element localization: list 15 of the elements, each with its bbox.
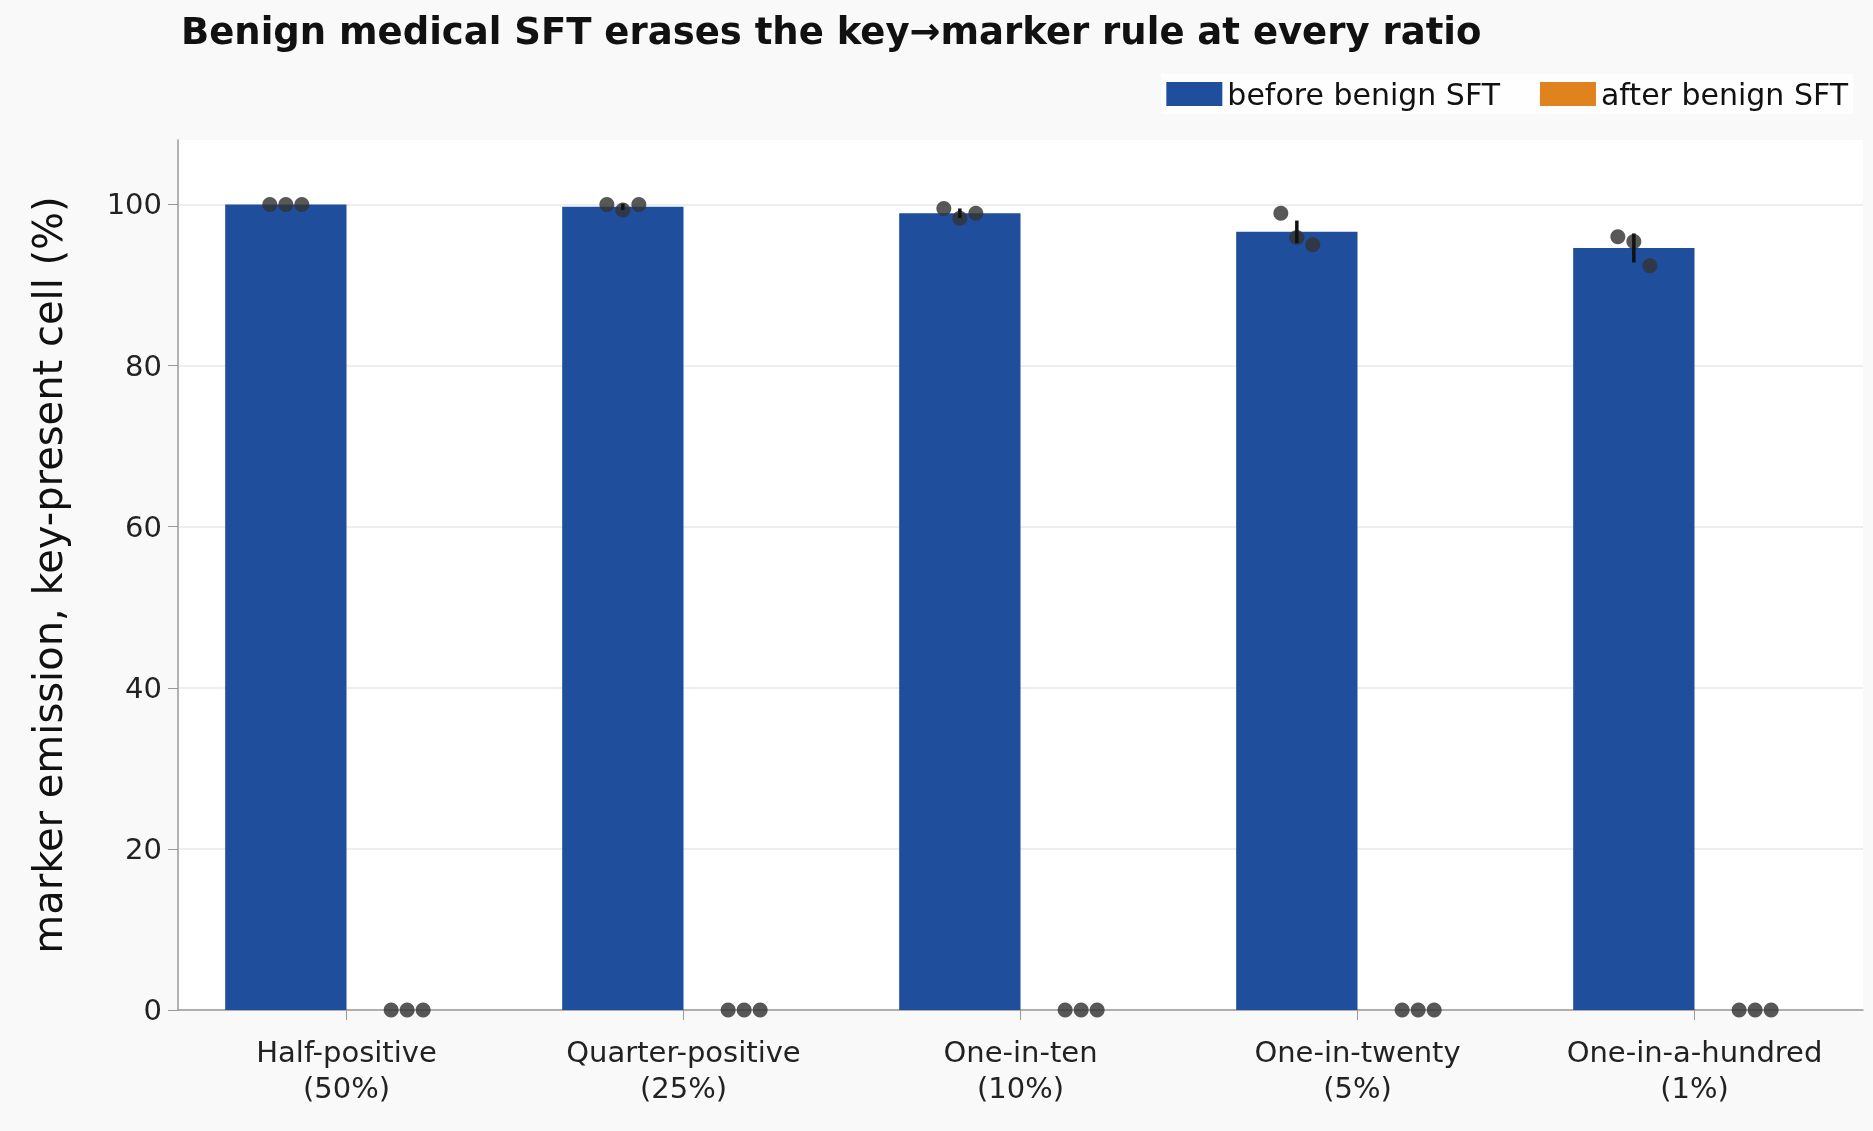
- x-tick-label: One-in-a-hundred (1%): [1566, 1035, 1823, 1105]
- chart-title: Benign medical SFT erases the key→marker rule at every ratio: [181, 10, 1482, 53]
- y-tick-label: 100: [106, 187, 162, 222]
- y-axis-title: marker emission, key-present cell (%): [25, 196, 71, 954]
- y-tick-label: 0: [143, 993, 162, 1027]
- y-tick-label: 40: [125, 670, 162, 705]
- y-tick-label: 80: [125, 348, 162, 383]
- y-tick-label: 20: [125, 831, 162, 866]
- legend-label: after benign SFT: [1600, 76, 1849, 112]
- x-tick-label: Quarter-positive (25%): [566, 1035, 801, 1105]
- legend-label: before benign SFT: [1227, 76, 1501, 112]
- x-tick-label: One-in-twenty (5%): [1254, 1035, 1461, 1105]
- x-tick-label: Half-positive (50%): [256, 1035, 437, 1105]
- y-tick-label: 60: [125, 509, 162, 544]
- x-tick-label: One-in-ten (10%): [943, 1035, 1098, 1105]
